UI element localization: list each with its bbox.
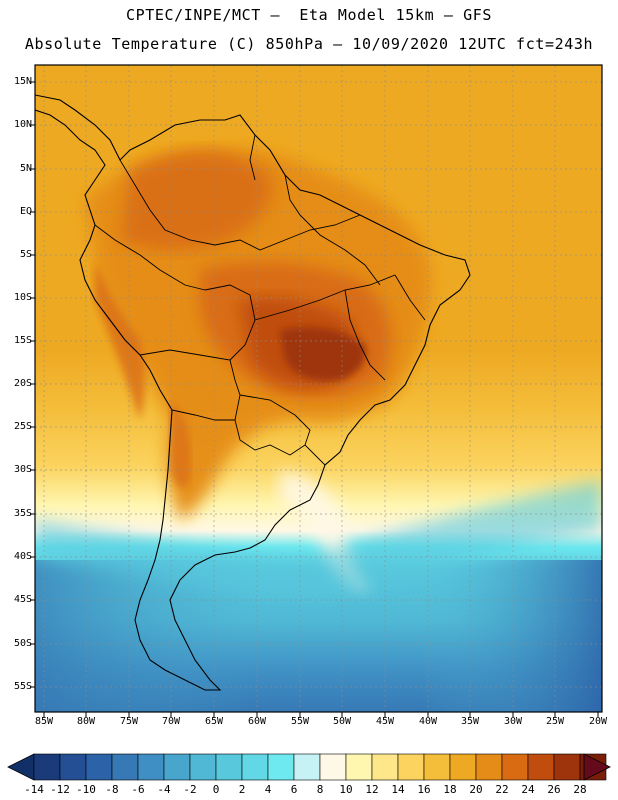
lat-label-55s: 55S [13, 681, 32, 692]
colorbar-swatch [59, 753, 87, 781]
lon-label-85w: 85W [34, 716, 54, 727]
lon-label-70w: 70W [161, 716, 181, 727]
lon-label-60w: 60W [247, 716, 267, 727]
lat-label-10s: 10S [13, 292, 32, 303]
lat-label-eq: EQ [19, 206, 32, 217]
colorbar-label-m10: -10 [76, 783, 96, 796]
colorbar-swatch [371, 753, 399, 781]
lon-label-30w: 30W [503, 716, 523, 727]
colorbar-label-10: 10 [339, 783, 353, 796]
colorbar-label-16: 16 [417, 783, 431, 796]
colorbar-label-m6: -6 [131, 783, 145, 796]
map-title-line-2: Absolute Temperature (C) 850hPa – 10/09/… [24, 35, 594, 53]
lon-label-45w: 45W [375, 716, 395, 727]
lat-label-25s: 25S [13, 421, 32, 432]
lat-label-5n: 5N [19, 163, 32, 174]
lon-label-25w: 25W [545, 716, 565, 727]
colorbar-swatch [111, 753, 139, 781]
lat-label-20s: 20S [13, 378, 32, 389]
lat-label-40s: 40S [13, 551, 32, 562]
colorbar-label-2: 2 [238, 783, 246, 796]
colorbar-swatch [423, 753, 451, 781]
colorbar-label-m4: -4 [157, 783, 171, 796]
colorbar-label-24: 24 [521, 783, 535, 796]
lon-label-80w: 80W [76, 716, 96, 727]
lon-label-55w: 55W [290, 716, 310, 727]
colorbar-over-arrow [583, 753, 611, 781]
colorbar-label-m12: -12 [50, 783, 70, 796]
colorbar-label-m2: -2 [183, 783, 197, 796]
colorbar-swatch [137, 753, 165, 781]
temperature-map [30, 64, 603, 717]
lat-label-15s: 15S [13, 335, 32, 346]
map-title-line-1: CPTEC/INPE/MCT – Eta Model 15km – GFS [126, 6, 492, 24]
lon-label-20w: 20W [588, 716, 608, 727]
colorbar-label-m8: -8 [105, 783, 119, 796]
lat-label-15n: 15N [13, 76, 32, 87]
colorbar-swatch [319, 753, 347, 781]
colorbar-swatch [267, 753, 295, 781]
lat-label-45s: 45S [13, 594, 32, 605]
lon-label-50w: 50W [332, 716, 352, 727]
colorbar-swatch [215, 753, 243, 781]
colorbar-label-22: 22 [495, 783, 509, 796]
colorbar-label-6: 6 [290, 783, 298, 796]
lon-label-75w: 75W [119, 716, 139, 727]
south-america-coastline [35, 94, 471, 691]
colorbar-under-arrow [7, 753, 35, 781]
colorbar-label-20: 20 [469, 783, 483, 796]
colorbar-swatch [449, 753, 477, 781]
colorbar-swatch [501, 753, 529, 781]
colorbar-swatch [345, 753, 373, 781]
colorbar-swatch [527, 753, 555, 781]
temperature-colorbar [7, 753, 611, 781]
colorbar-swatch [475, 753, 503, 781]
colorbar-label-12: 12 [365, 783, 379, 796]
colorbar-label-0: 0 [212, 783, 220, 796]
colorbar-label-4: 4 [264, 783, 272, 796]
colorbar-swatch [397, 753, 425, 781]
colorbar-label-14: 14 [391, 783, 405, 796]
colorbar-swatch [33, 753, 61, 781]
colorbar-label-28: 28 [573, 783, 587, 796]
colorbar-label-18: 18 [443, 783, 457, 796]
lat-label-50s: 50S [13, 638, 32, 649]
colorbar-swatch [553, 753, 581, 781]
lat-label-10n: 10N [13, 119, 32, 130]
colorbar-label-26: 26 [547, 783, 561, 796]
lat-label-5s: 5S [19, 249, 32, 260]
colorbar-swatch [241, 753, 269, 781]
lat-label-35s: 35S [13, 508, 32, 519]
colorbar-label-m14: -14 [24, 783, 44, 796]
temperature-field [35, 65, 602, 712]
lon-label-40w: 40W [418, 716, 438, 727]
colorbar-swatch [189, 753, 217, 781]
colorbar-swatch [85, 753, 113, 781]
lon-label-65w: 65W [204, 716, 224, 727]
lat-label-30s: 30S [13, 464, 32, 475]
colorbar-swatch [293, 753, 321, 781]
colorbar-swatch [163, 753, 191, 781]
map-frame [34, 64, 603, 713]
colorbar-label-8: 8 [316, 783, 324, 796]
lon-label-35w: 35W [460, 716, 480, 727]
